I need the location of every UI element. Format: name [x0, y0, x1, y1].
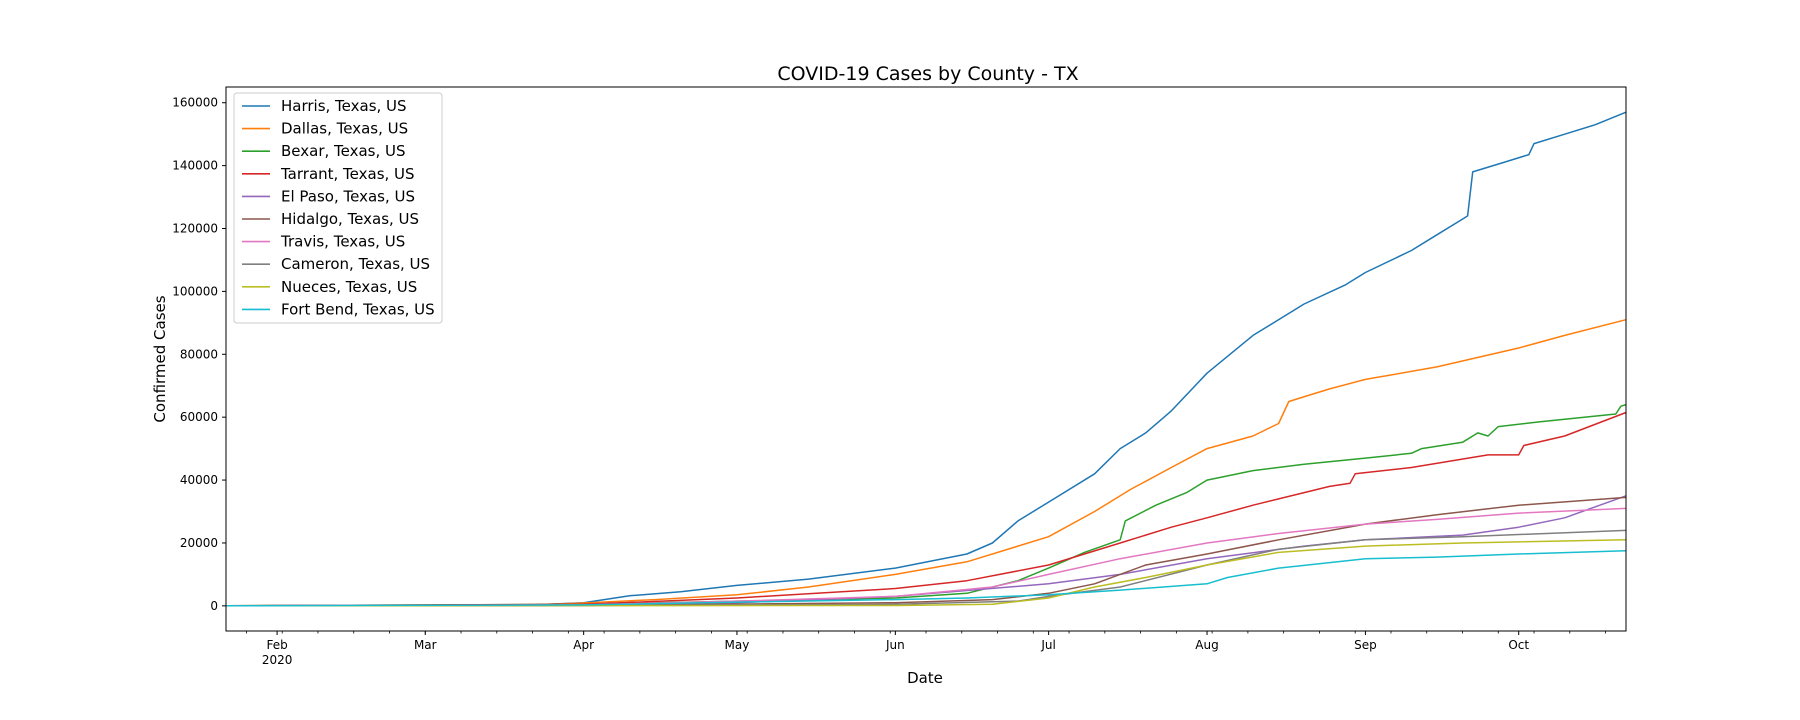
series-line-2 [225, 403, 1627, 607]
legend-label-9: Fort Bend, Texas, US [281, 300, 435, 318]
plot-lines [225, 111, 1627, 607]
legend-label-2: Bexar, Texas, US [281, 142, 406, 160]
legend-label-0: Harris, Texas, US [281, 97, 407, 115]
legend-label-5: Hidalgo, Texas, US [281, 210, 419, 228]
legend-label-8: Nueces, Texas, US [281, 278, 417, 296]
x-tick-label-7: Sep [1354, 638, 1377, 652]
legend-label-6: Travis, Texas, US [280, 233, 405, 251]
legend-label-4: El Paso, Texas, US [281, 187, 415, 205]
series-line-7 [225, 529, 1627, 607]
legend-box [233, 92, 443, 324]
x-tick-label-6: Aug [1195, 638, 1218, 652]
legend-label-3: Tarrant, Texas, US [280, 165, 415, 183]
y-tick-label-4: 80000 [180, 347, 218, 361]
y-tick-label-6: 120000 [172, 222, 218, 236]
x-tick-label-1: Mar [414, 638, 437, 652]
y-tick-label-7: 140000 [172, 159, 218, 173]
chart-title: COVID-19 Cases by County - TX [777, 63, 1078, 85]
y-tick-label-1: 20000 [180, 536, 218, 550]
series-line-5 [225, 496, 1627, 607]
legend-label-7: Cameron, Texas, US [281, 255, 430, 273]
series-line-3 [225, 411, 1627, 607]
y-tick-label-5: 100000 [172, 284, 218, 298]
x-axis-label: Date [907, 669, 943, 687]
legend-label-1: Dallas, Texas, US [281, 120, 408, 138]
x-tick-label-2: Apr [573, 638, 594, 652]
y-axis-label: Confirmed Cases [151, 295, 169, 422]
x-tick-label-8: Oct [1508, 638, 1529, 652]
series-line-1 [225, 318, 1627, 607]
x-tick-label-4: Jun [885, 638, 905, 652]
x-tick-label-0: Feb [266, 638, 287, 652]
y-tick-label-8: 160000 [172, 96, 218, 110]
series-line-8 [225, 539, 1627, 607]
x-tick-sublabel-0: 2020 [262, 653, 293, 667]
legend: Harris, Texas, US Dallas, Texas, US Bexar,… [233, 92, 443, 324]
y-tick-label-0: 0 [210, 599, 218, 613]
series-line-4 [225, 495, 1627, 607]
series-line-9 [225, 550, 1627, 607]
x-tick-label-3: May [725, 638, 750, 652]
series-line-6 [225, 507, 1627, 607]
y-tick-label-2: 40000 [180, 473, 218, 487]
x-tick-label-5: Jul [1040, 638, 1055, 652]
series-line-0 [225, 111, 1627, 607]
y-tick-label-3: 60000 [180, 410, 218, 424]
y-axis: 0 20000 40000 60000 80000 100000 120000 140000 1… [172, 96, 226, 613]
